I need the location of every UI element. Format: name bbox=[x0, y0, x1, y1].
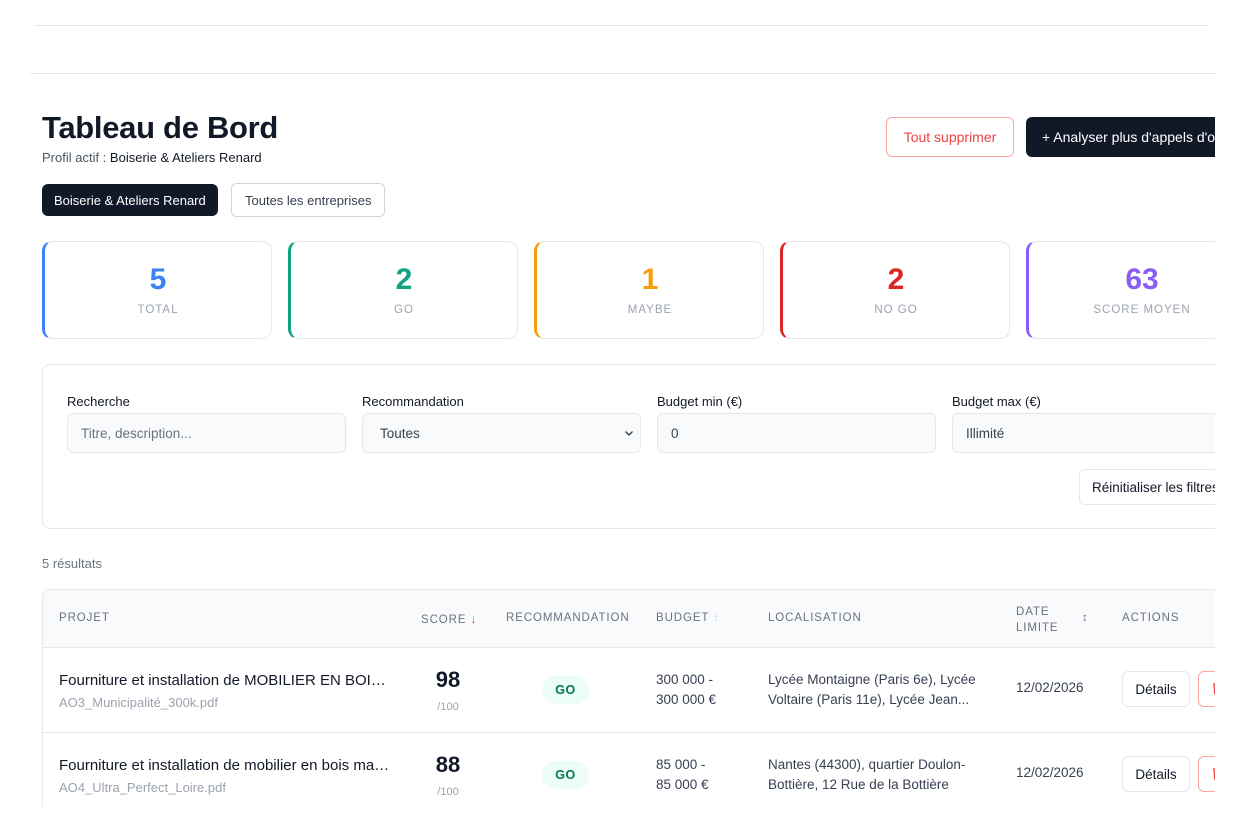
column-recommendation[interactable]: RECOMMANDATION bbox=[506, 612, 630, 624]
column-deadline-line2: LIMITE bbox=[1016, 622, 1059, 634]
page-title: Tableau de Bord bbox=[42, 110, 279, 145]
stat-total-label: TOTAL bbox=[137, 304, 179, 316]
project-score-max: /100 bbox=[437, 701, 459, 713]
project-score: 88 bbox=[435, 752, 461, 777]
active-profile-name: Boiserie & Ateliers Renard bbox=[109, 150, 262, 165]
tab-all-companies[interactable]: Toutes les entreprises bbox=[231, 183, 386, 217]
active-profile-label: Profil actif : bbox=[42, 150, 107, 165]
stat-maybe-value: 1 bbox=[641, 263, 659, 296]
project-location: Nantes (44300), quartier Doulon- Bottièr… bbox=[768, 755, 988, 795]
recommendation-label: Recommandation bbox=[362, 394, 464, 409]
header-divider bbox=[30, 73, 1216, 74]
app-frame: Tableau de Bord Profil actif : Boiserie … bbox=[8, 0, 1236, 823]
tab-company-boiserie[interactable]: Boiserie & Ateliers Renard bbox=[42, 184, 218, 216]
budget-max-input[interactable]: Illimité bbox=[952, 413, 1215, 453]
budget-max-label: Budget max (€) bbox=[952, 394, 1041, 409]
trash-icon bbox=[1212, 681, 1215, 698]
project-title[interactable]: Fourniture et installation de MOBILIER E… bbox=[59, 672, 391, 689]
stat-average-score-label: SCORE MOYEN bbox=[1093, 304, 1191, 316]
project-budget: 85 000 - 85 000 € bbox=[656, 755, 709, 795]
project-location: Lycée Montaigne (Paris 6e), Lycée Voltai… bbox=[768, 670, 988, 710]
delete-all-button[interactable]: Tout supprimer bbox=[886, 117, 1014, 157]
location-line2: Bottière, 12 Rue de la Bottière bbox=[768, 777, 949, 792]
column-budget[interactable]: BUDGET ↕ bbox=[656, 612, 720, 624]
reset-filters-button[interactable]: Réinitialiser les filtres bbox=[1079, 469, 1215, 505]
location-line2: Voltaire (Paris 11e), Lycée Jean... bbox=[768, 692, 970, 707]
column-score[interactable]: SCORE ↓ bbox=[421, 612, 477, 626]
budget-line2: 85 000 € bbox=[656, 777, 709, 792]
budget-line2: 300 000 € bbox=[656, 692, 717, 707]
search-input[interactable]: Titre, description... bbox=[67, 413, 346, 453]
recommendation-badge: GO bbox=[542, 676, 589, 704]
column-deadline[interactable]: DATE LIMITE bbox=[1016, 604, 1058, 636]
column-actions: ACTIONS bbox=[1122, 612, 1180, 624]
location-line1: Nantes (44300), quartier Doulon- bbox=[768, 757, 966, 772]
delete-button[interactable] bbox=[1198, 756, 1215, 792]
stat-go-value: 2 bbox=[395, 263, 413, 296]
filters-panel: Recherche Titre, description... Recomman… bbox=[42, 364, 1215, 529]
analyze-tenders-button[interactable]: + Analyser plus d'appels d'offres bbox=[1026, 117, 1215, 157]
details-button[interactable]: Détails bbox=[1122, 671, 1190, 707]
stat-card-maybe: 1 MAYBE bbox=[534, 241, 764, 339]
details-button[interactable]: Détails bbox=[1122, 756, 1190, 792]
stat-total-value: 5 bbox=[149, 263, 167, 296]
location-line1: Lycée Montaigne (Paris 6e), Lycée bbox=[768, 672, 976, 687]
active-profile: Profil actif : Boiserie & Ateliers Renar… bbox=[42, 150, 262, 165]
trash-icon bbox=[1212, 766, 1215, 783]
results-count: 5 résultats bbox=[42, 556, 102, 571]
project-score: 98 bbox=[435, 667, 461, 692]
stat-maybe-label: MAYBE bbox=[627, 304, 673, 316]
top-divider bbox=[34, 25, 1208, 26]
column-budget-label: BUDGET bbox=[656, 612, 710, 624]
budget-line1: 300 000 - bbox=[656, 672, 714, 687]
project-deadline: 12/02/2026 bbox=[1016, 765, 1084, 780]
table-row[interactable]: Fourniture et installation de mobilier e… bbox=[43, 733, 1215, 807]
recommendation-select-value: Toutes bbox=[380, 425, 420, 441]
stat-card-average-score: 63 SCORE MOYEN bbox=[1026, 241, 1215, 339]
recommendation-select[interactable]: Toutes bbox=[362, 413, 641, 453]
column-score-label: SCORE bbox=[421, 614, 467, 626]
stat-nogo-label: NO GO bbox=[874, 304, 918, 316]
stat-nogo-value: 2 bbox=[887, 263, 905, 296]
tenders-table: PROJET SCORE ↓ RECOMMANDATION BUDGET ↕ L… bbox=[42, 589, 1215, 807]
stat-card-total: 5 TOTAL bbox=[42, 241, 272, 339]
project-score-max: /100 bbox=[437, 786, 459, 798]
column-project[interactable]: PROJET bbox=[59, 612, 110, 624]
budget-min-input[interactable]: 0 bbox=[657, 413, 936, 453]
arrow-down-icon: ↓ bbox=[470, 612, 478, 626]
column-deadline-line1: DATE bbox=[1016, 606, 1050, 618]
sort-icon: ↕ bbox=[713, 612, 720, 624]
stat-average-score-value: 63 bbox=[1125, 263, 1159, 296]
project-file: AO3_Municipalité_300k.pdf bbox=[59, 695, 218, 710]
stat-card-nogo: 2 NO GO bbox=[780, 241, 1010, 339]
chevron-down-icon bbox=[624, 427, 634, 441]
stat-card-go: 2 GO bbox=[288, 241, 518, 339]
table-row[interactable]: Fourniture et installation de MOBILIER E… bbox=[43, 648, 1215, 733]
table-header: PROJET SCORE ↓ RECOMMANDATION BUDGET ↕ L… bbox=[43, 590, 1215, 648]
column-location[interactable]: LOCALISATION bbox=[768, 612, 862, 624]
sort-icon[interactable]: ↕ bbox=[1082, 612, 1089, 624]
budget-line1: 85 000 - bbox=[656, 757, 706, 772]
project-budget: 300 000 - 300 000 € bbox=[656, 670, 716, 710]
stat-go-label: GO bbox=[394, 304, 414, 316]
recommendation-badge: GO bbox=[542, 761, 589, 789]
project-file: AO4_Ultra_Perfect_Loire.pdf bbox=[59, 780, 226, 795]
project-deadline: 12/02/2026 bbox=[1016, 680, 1084, 695]
delete-button[interactable] bbox=[1198, 671, 1215, 707]
search-label: Recherche bbox=[67, 394, 130, 409]
project-title[interactable]: Fourniture et installation de mobilier e… bbox=[59, 757, 391, 774]
dashboard-content: Tableau de Bord Profil actif : Boiserie … bbox=[8, 74, 1215, 807]
budget-min-label: Budget min (€) bbox=[657, 394, 743, 409]
